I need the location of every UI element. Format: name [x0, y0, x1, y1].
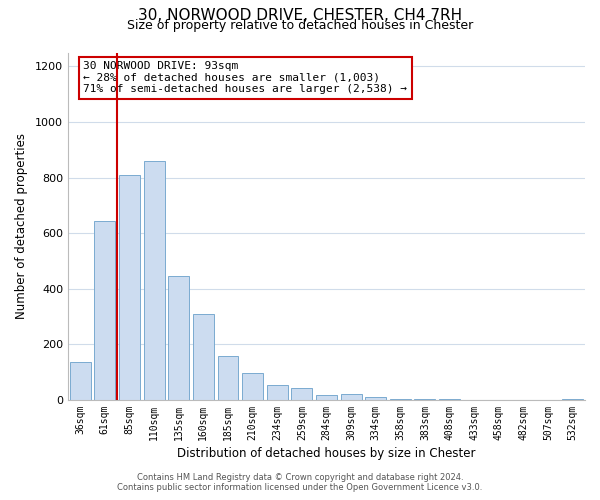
Bar — [390, 398, 411, 400]
X-axis label: Distribution of detached houses by size in Chester: Distribution of detached houses by size … — [177, 447, 476, 460]
Bar — [193, 314, 214, 400]
Bar — [562, 399, 583, 400]
Bar — [415, 399, 436, 400]
Bar — [94, 220, 115, 400]
Y-axis label: Number of detached properties: Number of detached properties — [15, 133, 28, 319]
Bar — [143, 161, 164, 400]
Bar — [341, 394, 362, 400]
Text: Size of property relative to detached houses in Chester: Size of property relative to detached ho… — [127, 18, 473, 32]
Bar — [70, 362, 91, 400]
Bar — [168, 276, 189, 400]
Bar — [267, 384, 287, 400]
Text: 30, NORWOOD DRIVE, CHESTER, CH4 7RH: 30, NORWOOD DRIVE, CHESTER, CH4 7RH — [138, 8, 462, 22]
Bar — [316, 395, 337, 400]
Bar — [365, 397, 386, 400]
Text: 30 NORWOOD DRIVE: 93sqm
← 28% of detached houses are smaller (1,003)
71% of semi: 30 NORWOOD DRIVE: 93sqm ← 28% of detache… — [83, 61, 407, 94]
Bar — [218, 356, 238, 400]
Bar — [242, 373, 263, 400]
Bar — [292, 388, 313, 400]
Bar — [119, 175, 140, 400]
Text: Contains HM Land Registry data © Crown copyright and database right 2024.
Contai: Contains HM Land Registry data © Crown c… — [118, 473, 482, 492]
